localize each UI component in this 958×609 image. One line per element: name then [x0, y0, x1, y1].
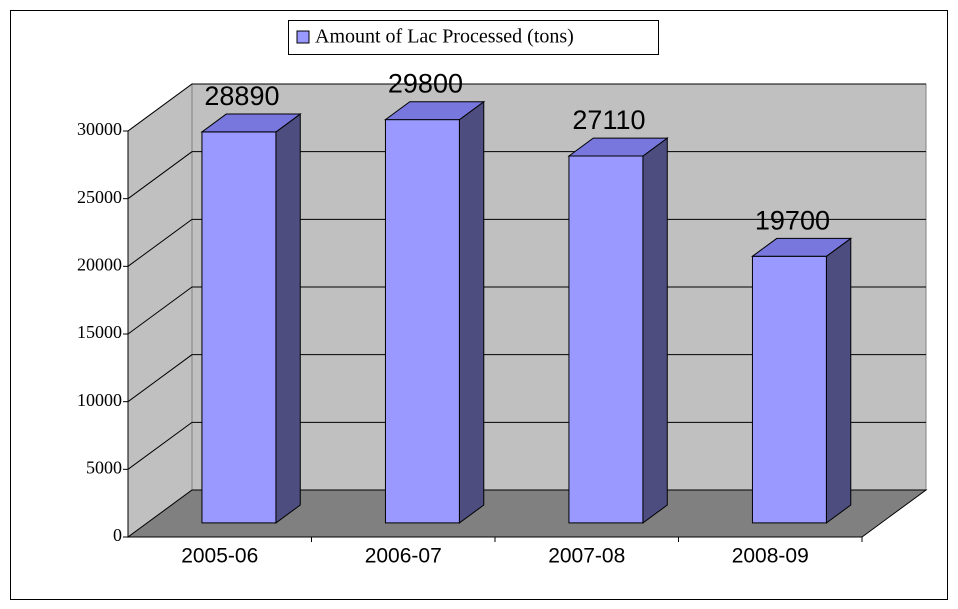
- value-label: 27110: [572, 105, 645, 135]
- y-tick-label: 0: [113, 525, 122, 545]
- bar-front: [751, 255, 827, 524]
- value-label: 19700: [755, 205, 830, 235]
- bar-side: [458, 100, 485, 524]
- bar-front: [384, 119, 460, 524]
- value-label: 29800: [388, 69, 463, 99]
- grid-line: [127, 151, 926, 200]
- grid-line: [127, 354, 926, 403]
- legend-label: Amount of Lac Processed (tons): [315, 26, 574, 48]
- bar-side: [275, 113, 301, 524]
- x-tick-label: 2006-07: [365, 545, 442, 568]
- legend-box: [288, 20, 659, 55]
- legend-swatch: [296, 30, 310, 44]
- bar-front: [201, 131, 277, 524]
- bar-top: [567, 137, 669, 157]
- x-tick-label: 2008-09: [732, 545, 809, 568]
- grid-line: [127, 218, 926, 267]
- bar-top: [383, 101, 486, 121]
- y-tick-label: 15000: [77, 322, 122, 342]
- bar-side: [825, 237, 852, 524]
- y-tick-label: 25000: [77, 187, 122, 207]
- grid-line: [127, 286, 926, 335]
- bar-side: [642, 137, 668, 524]
- y-tick-label: 30000: [77, 119, 122, 139]
- value-label: 28890: [204, 81, 279, 111]
- y-tick-label: 20000: [77, 254, 122, 274]
- y-tick-label: 5000: [86, 457, 122, 477]
- x-tick-label: 2007-08: [548, 545, 625, 568]
- grid-line: [127, 83, 926, 132]
- bar-top: [200, 113, 302, 133]
- grid-line: [127, 421, 926, 470]
- x-tick-label: 2005-06: [181, 545, 258, 568]
- bar-top: [750, 237, 853, 257]
- bar-front: [568, 155, 644, 524]
- y-tick-label: 10000: [77, 390, 122, 410]
